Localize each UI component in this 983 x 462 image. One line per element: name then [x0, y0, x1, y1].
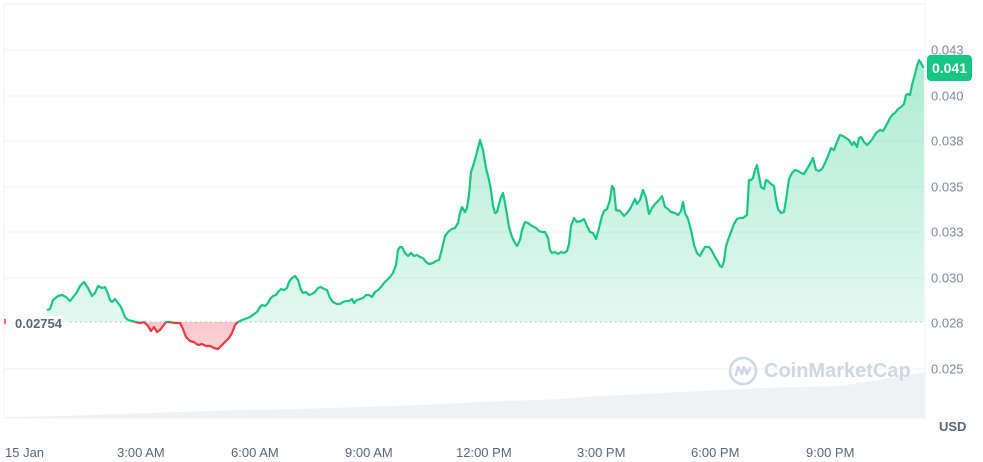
- current-price-badge: 0.041: [927, 55, 972, 81]
- coinmarketcap-logo-icon: [728, 356, 758, 386]
- price-area-up: [47, 60, 924, 322]
- baseline-price-label: 0.02754: [13, 316, 64, 331]
- y-tick-label: 0.038: [931, 133, 964, 149]
- price-line-up: [46, 58, 925, 322]
- x-tick-label: 6:00 AM: [231, 445, 279, 460]
- y-tick-label: 0.025: [931, 361, 964, 377]
- x-tick-label: 9:00 PM: [806, 445, 855, 460]
- watermark-text: CoinMarketCap: [764, 359, 911, 382]
- x-tick-label: 15 Jan: [5, 445, 45, 460]
- x-tick-label: 3:00 PM: [577, 445, 626, 460]
- x-tick-label: 6:00 PM: [691, 445, 740, 460]
- y-tick-label: 0.033: [931, 224, 964, 240]
- currency-unit-label: USD: [939, 419, 967, 434]
- y-tick-label: 0.028: [931, 315, 964, 331]
- y-tick-label: 0.035: [931, 179, 964, 195]
- y-tick-label: 0.043: [931, 42, 964, 58]
- coinmarketcap-watermark: CoinMarketCap: [728, 356, 911, 386]
- price-line-down: [131, 322, 241, 351]
- x-tick-label: 3:00 AM: [117, 445, 165, 460]
- x-tick-label: 12:00 PM: [456, 445, 512, 460]
- volume-bars: [4, 372, 925, 418]
- x-tick-label: 9:00 AM: [345, 445, 393, 460]
- y-tick-label: 0.030: [931, 270, 964, 286]
- y-tick-label: 0.040: [931, 88, 964, 104]
